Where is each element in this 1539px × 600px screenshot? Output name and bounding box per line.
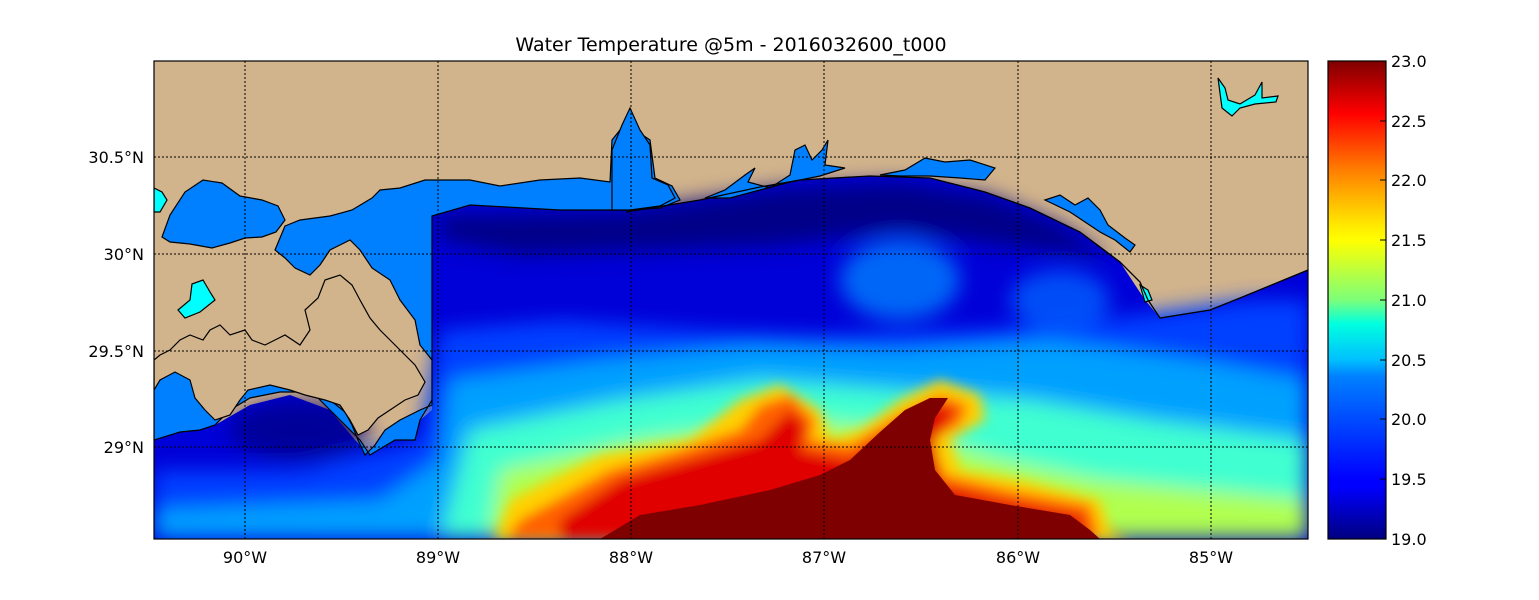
colorbar-tick-23-0: 23.0	[1391, 52, 1427, 71]
colorbar-gradient	[1327, 60, 1387, 540]
ocean-temperature-field	[154, 176, 1308, 539]
colorbar: 19.0 19.5 20.0 20.5 21.0 21.5 22.0 22.5 …	[1327, 52, 1427, 549]
colorbar-tick-19-0: 19.0	[1391, 530, 1427, 549]
colorbar-tick-22-5: 22.5	[1391, 112, 1427, 131]
lon-label-87w: 87°W	[802, 548, 846, 567]
inland-lake-east	[1217, 77, 1279, 117]
colorbar-tick-20-5: 20.5	[1391, 351, 1427, 370]
graticule	[154, 61, 1308, 539]
lake-borgne	[154, 187, 168, 213]
st-andrew-bay	[1043, 194, 1136, 253]
map-frame	[153, 60, 1309, 540]
colorbar-tick-21-0: 21.0	[1391, 291, 1427, 310]
lon-label-88w: 88°W	[609, 548, 653, 567]
map-panel	[154, 61, 1308, 539]
colorbar-tick-22-0: 22.0	[1391, 171, 1427, 190]
lat-label-30n: 30°N	[104, 245, 144, 264]
map-title: Water Temperature @5m - 2016032600_t000	[515, 34, 947, 56]
lake-maurepas	[177, 279, 216, 319]
colorbar-tick-19-5: 19.5	[1391, 470, 1427, 489]
lon-label-90w: 90°W	[223, 548, 267, 567]
lat-label-30-5n: 30.5°N	[88, 148, 144, 167]
coastline	[625, 175, 1308, 319]
lon-label-85w: 85°W	[1189, 548, 1233, 567]
colorbar-tick-20-0: 20.0	[1391, 410, 1427, 429]
latitude-labels: 29°N 29.5°N 30°N 30.5°N	[88, 148, 144, 457]
louisiana-delta-land	[154, 274, 426, 436]
lat-label-29n: 29°N	[104, 438, 144, 457]
warm-core	[600, 398, 1100, 539]
lon-label-89w: 89°W	[416, 548, 460, 567]
colorbar-tick-21-5: 21.5	[1391, 231, 1427, 250]
lon-label-86w: 86°W	[996, 548, 1040, 567]
choctawhatchee-bay	[879, 157, 997, 181]
lat-label-29-5n: 29.5°N	[88, 342, 144, 361]
lake-pontchartrain	[161, 179, 286, 249]
longitude-labels: 90°W 89°W 88°W 87°W 86°W 85°W	[223, 548, 1233, 567]
